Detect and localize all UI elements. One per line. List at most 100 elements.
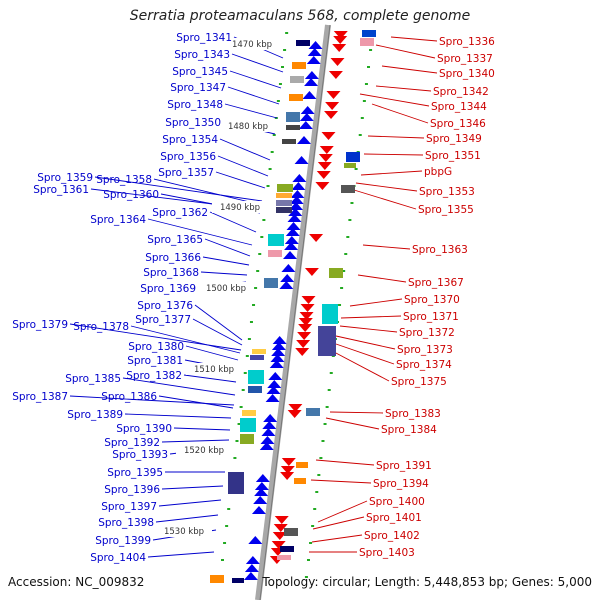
leader-line bbox=[325, 417, 380, 430]
feature-box bbox=[346, 152, 360, 162]
genome-backbone-edge bbox=[259, 24, 331, 600]
leader-line bbox=[310, 479, 372, 484]
forward-gene-arrow bbox=[298, 121, 313, 129]
leader-line bbox=[209, 211, 257, 233]
forward-gene-arrow bbox=[297, 136, 311, 144]
tick-mark bbox=[362, 100, 366, 102]
forward-gene-arrow bbox=[300, 106, 315, 114]
forward-gene-arrow bbox=[304, 71, 319, 79]
scale-label-bg bbox=[156, 525, 212, 537]
gene-label: Spro_1376 bbox=[137, 300, 193, 312]
gene-label: Spro_1365 bbox=[147, 234, 203, 246]
tick-mark bbox=[344, 253, 348, 255]
gene-label: Spro_1350 bbox=[165, 117, 221, 129]
feature-box bbox=[282, 139, 296, 144]
tick-mark bbox=[247, 338, 251, 340]
scale-label: 1530 kbp bbox=[164, 527, 204, 537]
gene-label: Spro_1373 bbox=[397, 344, 453, 356]
tick-mark bbox=[358, 134, 362, 136]
gene-label: Spro_1337 bbox=[437, 53, 493, 65]
feature-box bbox=[268, 250, 282, 257]
leader-line bbox=[353, 189, 417, 210]
leader-line bbox=[363, 153, 424, 156]
tick-mark bbox=[258, 253, 262, 255]
leader-line bbox=[158, 499, 222, 507]
feature-box bbox=[264, 278, 278, 288]
feature-box bbox=[240, 434, 254, 444]
forward-gene-arrow bbox=[308, 41, 323, 49]
reverse-gene-arrow bbox=[287, 410, 302, 418]
leader-line bbox=[194, 304, 243, 341]
gene-label: Spro_1402 bbox=[364, 530, 420, 542]
tick-mark bbox=[220, 559, 224, 561]
leader-line bbox=[147, 551, 215, 558]
leader-lines bbox=[69, 36, 438, 558]
forward-gene-arrow bbox=[271, 348, 286, 356]
feature-box bbox=[277, 184, 293, 192]
tick-mark bbox=[276, 100, 280, 102]
forward-gene-arrow bbox=[307, 48, 322, 56]
forward-gene-arrow bbox=[270, 354, 285, 362]
gene-label: Spro_1383 bbox=[385, 408, 441, 420]
reverse-gene-arrow bbox=[324, 111, 339, 119]
tick-mark bbox=[262, 219, 266, 221]
scale-label-bg bbox=[212, 201, 268, 213]
forward-gene-arrow bbox=[254, 482, 269, 490]
gene-label: Spro_1395 bbox=[107, 467, 163, 479]
forward-gene-arrow bbox=[289, 196, 304, 204]
gene-label: Spro_1397 bbox=[101, 501, 157, 513]
scale-label: 1470 kbp bbox=[232, 40, 272, 50]
gene-label: Spro_1361 bbox=[33, 184, 89, 196]
leader-line bbox=[204, 238, 251, 257]
feature-box bbox=[277, 555, 291, 560]
gene-label: Spro_1347 bbox=[170, 82, 226, 94]
tick-mark bbox=[233, 457, 237, 459]
leader-line bbox=[147, 218, 253, 246]
feature-box bbox=[296, 40, 310, 46]
leader-line bbox=[185, 345, 239, 361]
tick-mark bbox=[239, 406, 243, 408]
gene-label: Spro_1359 bbox=[37, 172, 93, 184]
gene-label: Spro_1385 bbox=[65, 373, 121, 385]
label-layer: Spro_1341 Spro_1343 Spro_1345 Spro_1347 Spro… bbox=[12, 32, 495, 564]
leader-line bbox=[355, 182, 418, 192]
gene-label: Spro_1389 bbox=[67, 409, 123, 421]
scale-label-bg bbox=[176, 444, 232, 456]
feature-box bbox=[294, 478, 306, 484]
forward-gene-arrow bbox=[260, 436, 275, 444]
gene-label: Spro_1378 bbox=[73, 321, 129, 333]
reverse-gene-arrow bbox=[298, 324, 313, 332]
tick-mark bbox=[338, 304, 342, 306]
scale-label: 1500 kbp bbox=[206, 284, 246, 294]
summary-text: Topology: circular; Length: 5,448,853 bp… bbox=[262, 575, 592, 589]
tick-mark bbox=[285, 32, 289, 34]
feature-box bbox=[289, 94, 303, 101]
leader-line bbox=[155, 514, 219, 523]
leader-line bbox=[124, 413, 232, 419]
forward-gene-arrow bbox=[262, 421, 277, 429]
leader-line bbox=[375, 44, 436, 59]
reverse-gene-arrow bbox=[332, 44, 347, 52]
tick-mark bbox=[268, 168, 272, 170]
leader-line bbox=[183, 374, 237, 383]
reverse-gene-arrow bbox=[295, 348, 310, 356]
feature-box bbox=[248, 370, 264, 384]
reverse-gene-arrow bbox=[299, 312, 314, 320]
leader-line bbox=[357, 274, 407, 283]
feature-box bbox=[284, 528, 298, 536]
leader-line bbox=[94, 176, 263, 202]
forward-gene-arrow bbox=[261, 428, 276, 436]
gene-label: Spro_1363 bbox=[412, 244, 468, 256]
gene-label: Spro_1381 bbox=[127, 355, 183, 367]
scale-label-bg bbox=[198, 282, 254, 294]
genome-backbone bbox=[255, 24, 331, 600]
forward-gene-arrow bbox=[248, 536, 263, 544]
forward-gene-arrow bbox=[288, 202, 303, 210]
gene-label: Spro_1340 bbox=[439, 68, 495, 80]
gene-label: Spro_1379 bbox=[12, 319, 68, 331]
feature-box bbox=[268, 234, 284, 246]
forward-gene-arrow bbox=[285, 228, 300, 236]
tick-mark bbox=[319, 457, 323, 459]
feature-box bbox=[286, 125, 300, 130]
reverse-gene-arrow bbox=[274, 516, 289, 524]
